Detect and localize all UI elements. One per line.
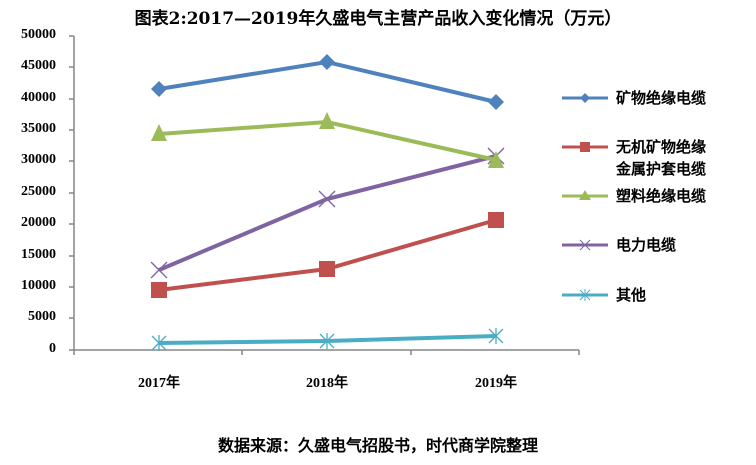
- y-tick-label: 45000: [21, 58, 56, 73]
- y-tick-label: 5000: [28, 309, 56, 324]
- chart-title: 图表2:2017—2019年久盛电气主营产品收入变化情况（万元）: [134, 9, 622, 29]
- y-tick-label: 50000: [21, 27, 56, 42]
- legend-item-mi-sheathed-cable: 无机矿物绝缘 金属护套电缆: [560, 136, 756, 180]
- y-tick-label: 25000: [21, 184, 56, 199]
- legend-label-line2: 金属护套电缆: [616, 160, 707, 178]
- legend-label: 矿物绝缘电缆: [616, 89, 707, 107]
- legend-item-other: 其他: [560, 284, 756, 306]
- legend-label: 塑料绝缘电缆: [616, 187, 707, 205]
- legend-label: 电力电缆: [616, 236, 677, 254]
- x-tick-label: 2019年: [475, 376, 517, 391]
- series-other: [151, 328, 504, 351]
- legend-item-power-cable: 电力电缆: [560, 234, 756, 256]
- series-power-cable: [150, 147, 505, 279]
- legend-swatch-square-icon: [562, 142, 608, 152]
- source-note: 数据来源：久盛电气招股书，时代商学院整理: [217, 436, 538, 455]
- legend-label: 无机矿物绝缘 金属护套电缆: [616, 136, 756, 180]
- legend-label-line1: 无机矿物绝缘: [616, 138, 707, 156]
- x-tick-label: 2017年: [138, 376, 180, 391]
- legend-swatch-diamond-icon: [562, 93, 608, 103]
- series-plastic-cable: [151, 112, 504, 168]
- legend-item-mineral-cable: 矿物绝缘电缆: [560, 87, 756, 109]
- legend-swatch-triangle-icon: [562, 190, 608, 200]
- legend-swatch-x-icon: [562, 239, 608, 251]
- y-tick-label: 20000: [21, 215, 56, 230]
- series-mi-sheathed-cable: [151, 212, 504, 298]
- y-tick-label: 30000: [21, 152, 56, 167]
- legend-item-plastic-cable: 塑料绝缘电缆: [560, 185, 756, 207]
- legend-label: 其他: [616, 286, 647, 304]
- legend-swatch-star-icon: [562, 289, 608, 301]
- x-tick-label: 2018年: [306, 376, 348, 391]
- series-mineral-cable: [151, 54, 504, 110]
- y-tick-label: 0: [49, 341, 56, 356]
- y-tick-label: 35000: [21, 121, 56, 136]
- y-tick-label: 15000: [21, 247, 56, 262]
- y-tick-label: 10000: [21, 278, 56, 293]
- axes: [69, 35, 580, 355]
- y-tick-label: 40000: [21, 90, 56, 105]
